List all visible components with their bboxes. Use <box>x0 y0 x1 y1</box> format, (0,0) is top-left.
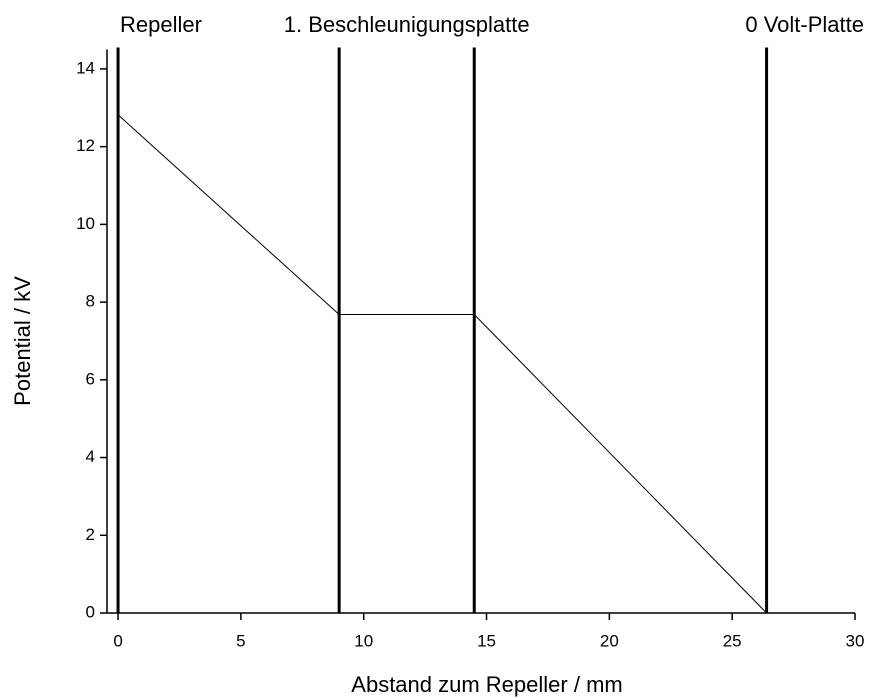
y-tick-label: 14 <box>76 58 95 77</box>
x-tick-label: 20 <box>600 631 619 650</box>
annotation: 0 Volt-Platte <box>745 12 864 37</box>
y-tick-label: 10 <box>76 214 95 233</box>
annotation: Repeller <box>120 12 202 37</box>
y-tick-label: 4 <box>86 447 95 466</box>
y-axis-label: Potential / kV <box>10 276 35 406</box>
y-tick-label: 0 <box>86 602 95 621</box>
x-tick-label: 15 <box>477 631 496 650</box>
y-tick-label: 12 <box>76 136 95 155</box>
x-tick-label: 10 <box>354 631 373 650</box>
x-tick-label: 0 <box>113 631 122 650</box>
x-tick-label: 5 <box>236 631 245 650</box>
data-line <box>117 114 767 614</box>
x-axis-label: Abstand zum Repeller / mm <box>351 672 622 697</box>
x-tick-label: 30 <box>846 631 865 650</box>
y-tick-label: 8 <box>86 292 95 311</box>
annotation: 1. Beschleunigungsplatte <box>284 12 530 37</box>
y-tick-label: 2 <box>86 525 95 544</box>
y-tick-label: 6 <box>86 369 95 388</box>
x-tick-label: 25 <box>723 631 742 650</box>
